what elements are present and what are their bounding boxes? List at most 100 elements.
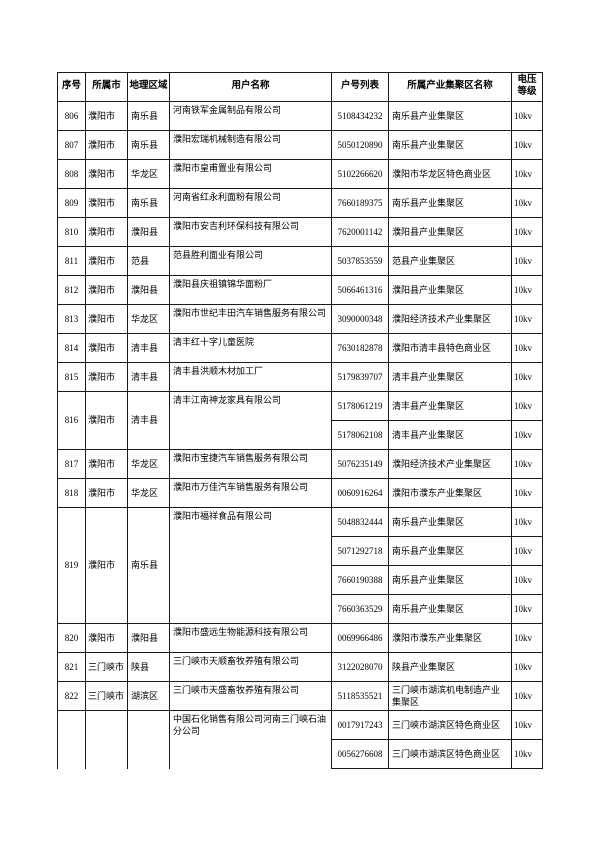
cell-city: 濮阳市 — [85, 217, 128, 247]
cell-voltage: 10kv — [511, 623, 543, 653]
cell-name: 濮阳市盛远生物能源科技有限公司 — [169, 623, 332, 653]
cell-account: 0056276608 — [331, 739, 389, 769]
cell-voltage: 10kv — [511, 304, 543, 334]
table-row: 7660363529 南乐县产业集聚区 10kv — [58, 594, 543, 624]
cell-region: 湖滨区 — [127, 681, 170, 711]
table-row: 815 濮阳市 清丰县 清丰县洪顺木材加工厂 5179839707 清丰县产业集聚区 10k… — [57, 362, 543, 392]
cell-name: 清丰江南神龙家具有限公司 — [169, 391, 332, 450]
cell-name: 三门峡市天盛畜牧养殖有限公司 — [169, 681, 332, 711]
cell-account: 5076235149 — [331, 449, 389, 479]
cell-name: 濮阳市安吉利环保科技有限公司 — [169, 217, 332, 247]
cell-seq: 810 — [57, 217, 86, 247]
cell-account: 3090000348 — [331, 304, 389, 334]
cell-region: 濮阳县 — [127, 217, 170, 247]
cell-cluster: 濮阳经济技术产业集聚区 — [388, 304, 512, 334]
cell-city: 濮阳市 — [85, 507, 128, 624]
cell-cluster: 三门峡市湖滨区特色商业区 — [388, 739, 512, 769]
cell-region: 南乐县 — [127, 101, 170, 131]
cell-voltage: 10kv — [511, 101, 543, 131]
cell-cluster: 濮阳县产业集聚区 — [388, 275, 512, 305]
column-header-account: 户号列表 — [331, 72, 389, 102]
cell-region: 濮阳县 — [127, 623, 170, 653]
cell-voltage: 10kv — [511, 391, 543, 421]
cell-seq: 811 — [57, 246, 86, 276]
cell-seq: 820 — [57, 623, 86, 653]
cell-seq: 822 — [57, 681, 86, 711]
cell-region: 华龙区 — [127, 159, 170, 189]
cell-region: 南乐县 — [127, 188, 170, 218]
cell-voltage: 10kv — [511, 188, 543, 218]
cell-seq — [57, 710, 86, 769]
cell-seq: 806 — [57, 101, 86, 131]
cell-cluster: 濮阳市濮东产业集聚区 — [388, 478, 512, 508]
table-row: 806 濮阳市 南乐县 河南铁军金属制品有限公司 5108434232 南乐县产业集聚区 1… — [57, 101, 543, 131]
cell-city: 濮阳市 — [85, 275, 128, 305]
cell-voltage: 10kv — [511, 362, 543, 392]
cell-city: 濮阳市 — [85, 391, 128, 450]
cell-account: 0017917243 — [331, 710, 389, 740]
cell-city: 濮阳市 — [85, 478, 128, 508]
table-row: 817 濮阳市 华龙区 濮阳市宝捷汽车销售服务有限公司 5076235149 濮阳经济技术… — [57, 449, 543, 479]
cell-region — [127, 710, 170, 769]
cell-account: 5178062108 — [331, 420, 389, 450]
table-row: 814 濮阳市 清丰县 清丰红十字儿童医院 7630182878 濮阳市清丰县特色商业区 1… — [57, 333, 543, 363]
table-row: 811 濮阳市 范县 范县胜利面业有限公司 5037853559 范县产业集聚区 10kv — [57, 246, 543, 276]
table-row: 中国石化销售有限公司河南三门峡石油分公司 0017917243 三门峡市湖滨区特色商… — [57, 710, 543, 769]
table-row: 816 濮阳市 清丰县 清丰江南神龙家具有限公司 5178061219 清丰县产业集聚区 1… — [57, 391, 543, 450]
cell-name: 河南省红永利面粉有限公司 — [169, 188, 332, 218]
table-row: 812 濮阳市 濮阳县 濮阳县庆祖镇锦华面粉厂 5066461316 濮阳县产业集聚区 10… — [57, 275, 543, 305]
cell-account: 3122028070 — [331, 652, 389, 682]
cell-account: 5178061219 — [331, 391, 389, 421]
cell-account: 5050120890 — [331, 130, 389, 160]
cell-account: 7660363529 — [331, 594, 389, 624]
cell-region: 华龙区 — [127, 449, 170, 479]
cell-voltage: 10kv — [511, 130, 543, 160]
cell-account: 5118535521 — [331, 681, 389, 711]
cell-cluster: 清丰县产业集聚区 — [388, 362, 512, 392]
cell-seq: 814 — [57, 333, 86, 363]
cell-voltage: 10kv — [511, 159, 543, 189]
table-header: 序号 所属市 地理区域 用户名称 户号列表 所属产业集聚区名称 电压等级 — [57, 72, 543, 102]
cell-account: 7660189375 — [331, 188, 389, 218]
cell-account: 7630182878 — [331, 333, 389, 363]
cell-city: 濮阳市 — [85, 362, 128, 392]
cell-voltage: 10kv — [511, 507, 543, 537]
cell-name: 范县胜利面业有限公司 — [169, 246, 332, 276]
cell-region: 清丰县 — [127, 362, 170, 392]
table-row: 808 濮阳市 华龙区 濮阳市皇甫置业有限公司 5102266620 濮阳市华龙区特色商业… — [57, 159, 543, 189]
table-row: 810 濮阳市 濮阳县 濮阳市安吉利环保科技有限公司 7620001142 濮阳县产业集聚… — [57, 217, 543, 247]
cell-cluster: 范县产业集聚区 — [388, 246, 512, 276]
cell-cluster: 南乐县产业集聚区 — [388, 130, 512, 160]
cell-account: 7620001142 — [331, 217, 389, 247]
cell-cluster: 南乐县产业集聚区 — [388, 594, 512, 624]
cell-voltage: 10kv — [511, 652, 543, 682]
cell-cluster: 南乐县产业集聚区 — [388, 101, 512, 131]
cell-city: 濮阳市 — [85, 449, 128, 479]
cell-seq: 818 — [57, 478, 86, 508]
cell-name: 濮阳市皇甫置业有限公司 — [169, 159, 332, 189]
cell-city: 濮阳市 — [85, 246, 128, 276]
cell-name: 濮阳市世纪丰田汽车销售服务有限公司 — [169, 304, 332, 334]
column-header-city: 所属市 — [85, 72, 128, 102]
table-row: 822 三门峡市 湖滨区 三门峡市天盛畜牧养殖有限公司 5118535521 三门峡市湖滨… — [57, 681, 543, 711]
cell-voltage: 10kv — [511, 681, 543, 711]
cell-region: 清丰县 — [127, 333, 170, 363]
cell-seq: 813 — [57, 304, 86, 334]
cell-voltage: 10kv — [511, 217, 543, 247]
cell-cluster: 南乐县产业集聚区 — [388, 188, 512, 218]
cell-region: 华龙区 — [127, 304, 170, 334]
table-row: 807 濮阳市 南乐县 濮阳宏瑞机械制造有限公司 5050120890 南乐县产业集聚区 1… — [57, 130, 543, 160]
cell-city: 濮阳市 — [85, 130, 128, 160]
cell-account: 5066461316 — [331, 275, 389, 305]
cell-cluster: 三门峡市湖滨机电制造产业集聚区 — [388, 681, 512, 711]
cell-city: 濮阳市 — [85, 333, 128, 363]
cell-voltage: 10kv — [511, 565, 543, 595]
table-body: 806 濮阳市 南乐县 河南铁军金属制品有限公司 5108434232 南乐县产业集聚区 1… — [57, 101, 543, 769]
cell-name: 濮阳市宝捷汽车销售服务有限公司 — [169, 449, 332, 479]
cell-voltage: 10kv — [511, 420, 543, 450]
cell-cluster: 濮阳市华龙区特色商业区 — [388, 159, 512, 189]
cell-voltage: 10kv — [511, 594, 543, 624]
cell-name: 濮阳县庆祖镇锦华面粉厂 — [169, 275, 332, 305]
cell-region: 陕县 — [127, 652, 170, 682]
